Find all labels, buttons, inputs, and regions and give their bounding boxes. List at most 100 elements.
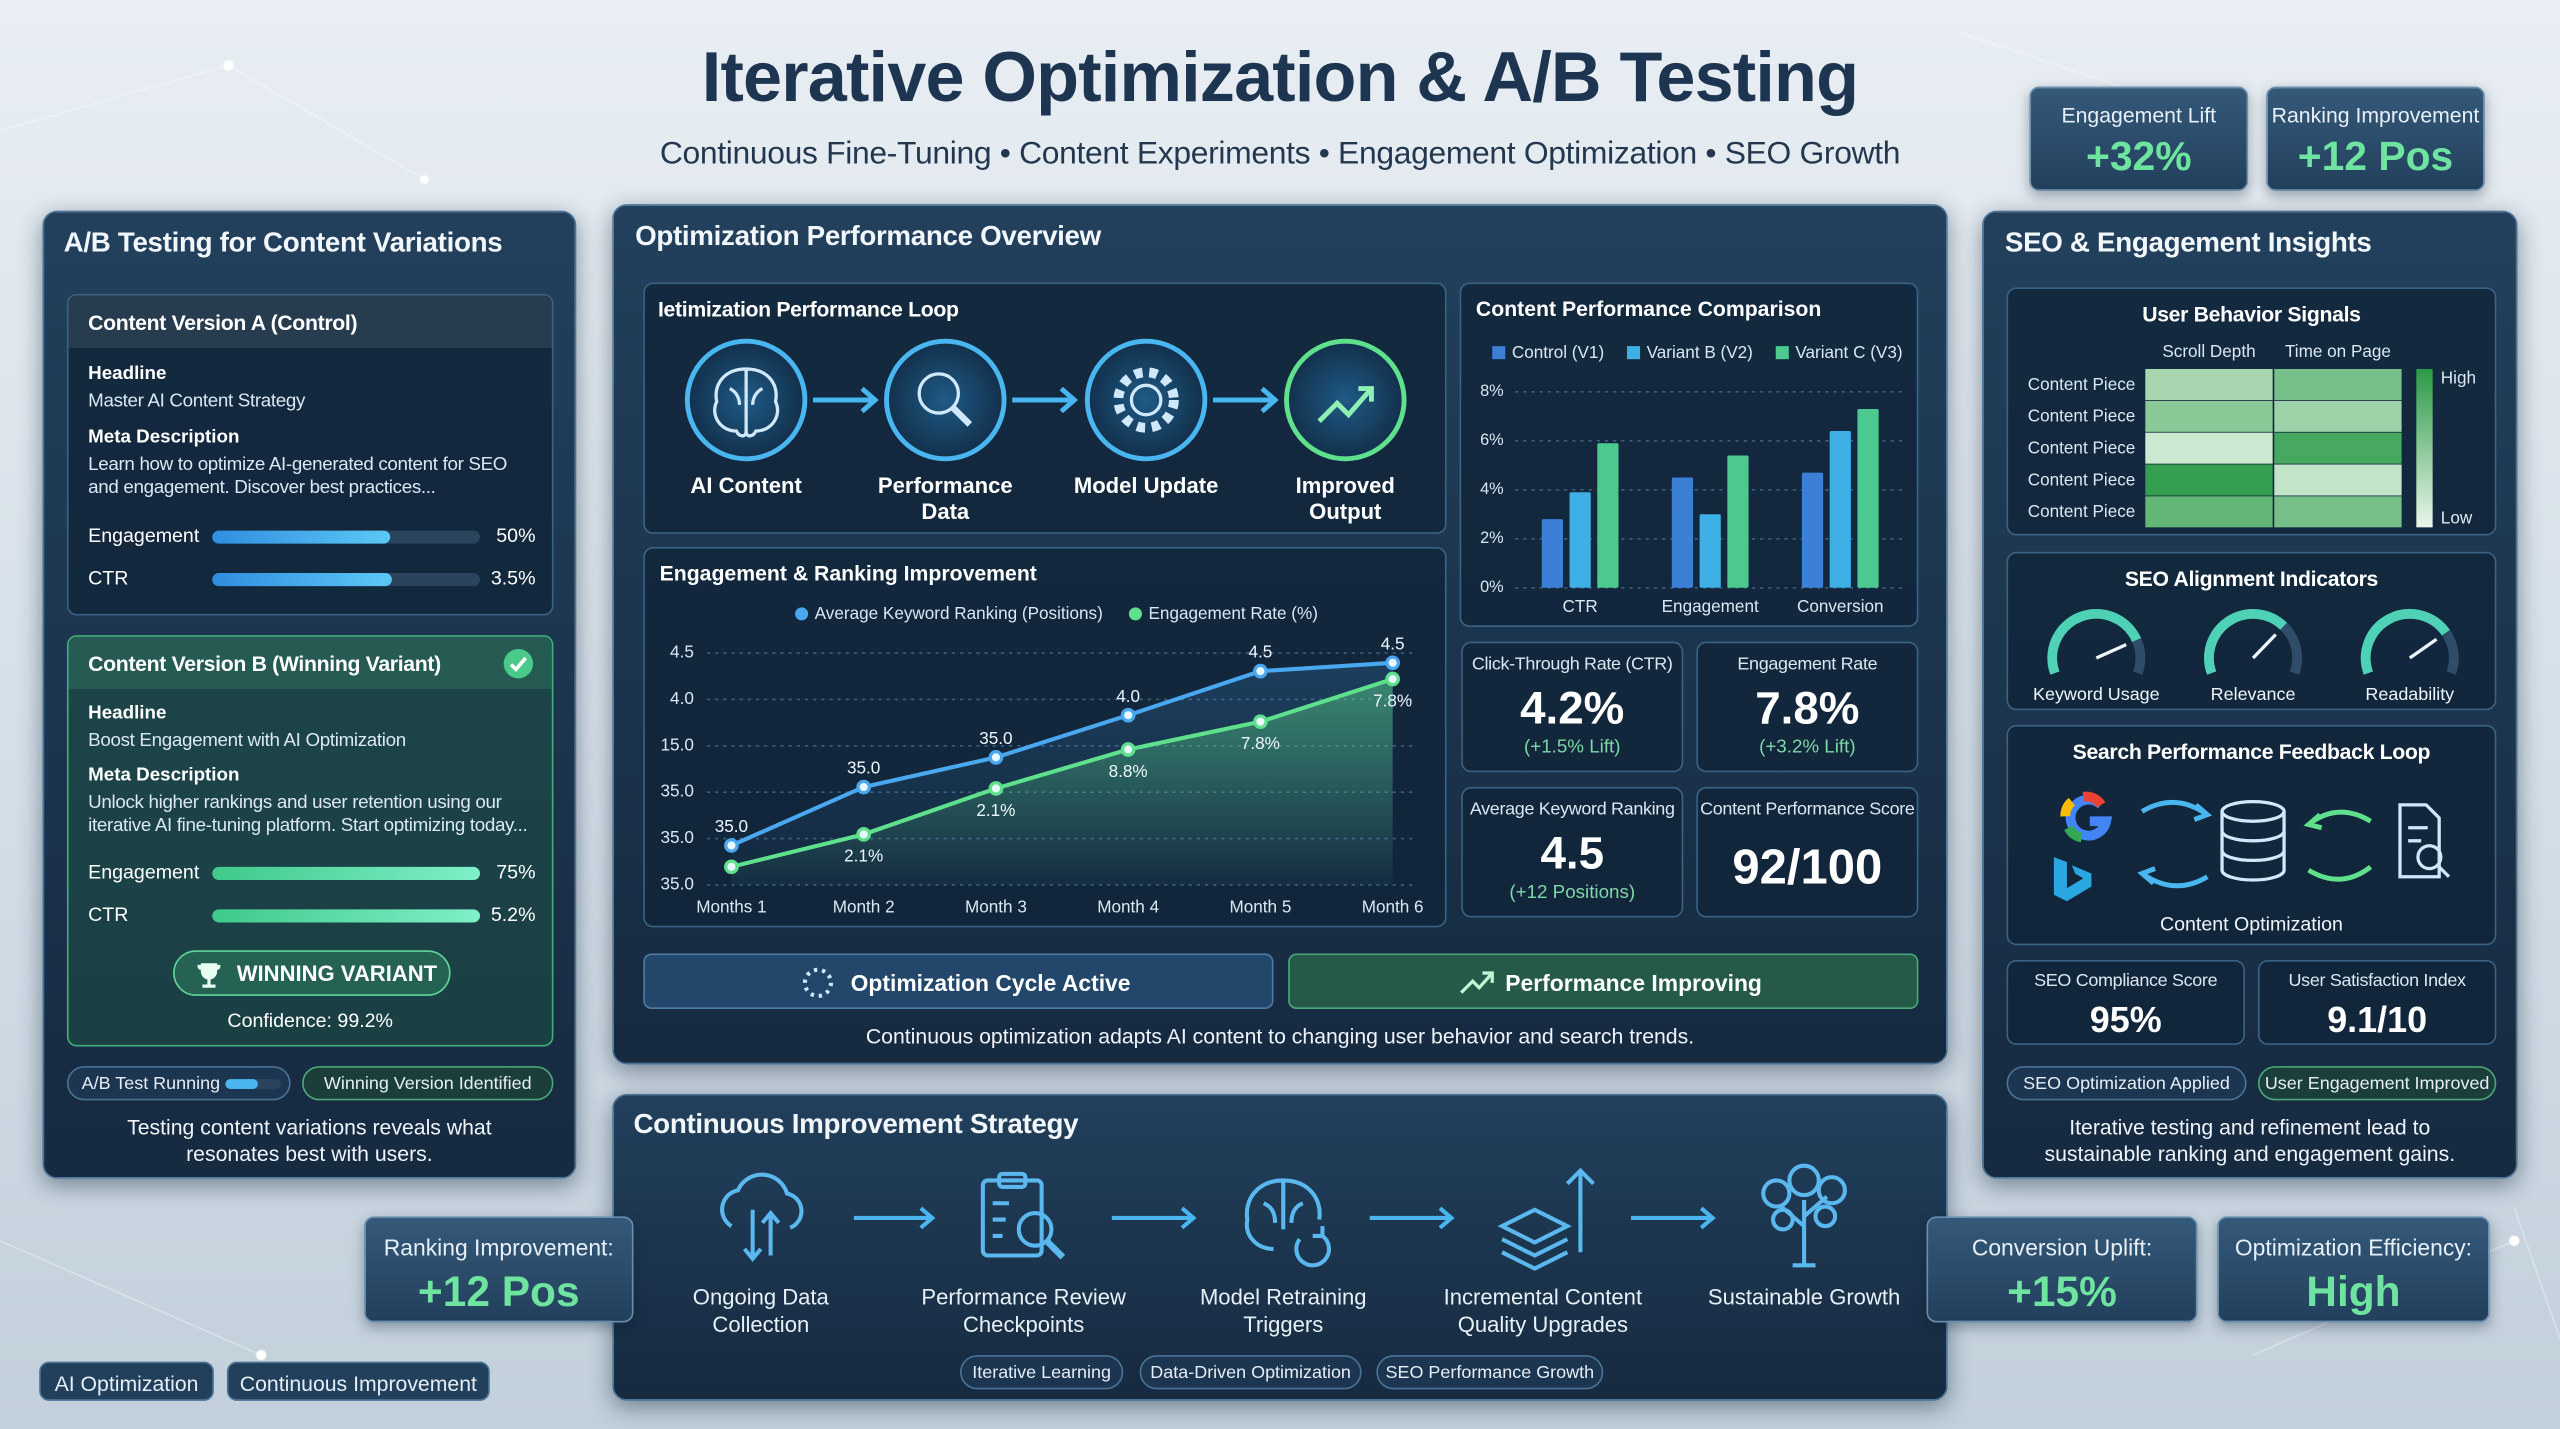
point [1385,671,1400,687]
status-bar: Performance Improving [1288,953,1919,1009]
circle [1284,338,1407,462]
rect [997,1171,1028,1189]
panel-title: Optimization Performance Overview [635,220,1101,252]
metric-label: 3.5% [490,566,536,590]
alignment-card: SEO Alignment Indicators Keyword Usage Re… [2006,551,2497,711]
bottom-stat: Optimization Efficiency: High [2217,1216,2490,1323]
strategy-step: Ongoing Data Collection [692,1284,829,1338]
x-tick-label: Month 6 [1362,896,1424,916]
path [2140,799,2213,822]
rect [980,1178,1044,1258]
point [1253,663,1268,679]
row-label: Content Piece [2028,374,2136,394]
version-header [68,295,552,348]
status-pill: Winning Version Identified [302,1066,554,1101]
trophy-icon [197,963,221,988]
path [2398,803,2441,879]
status-pill: A/B Test Running [66,1066,291,1101]
path [2307,864,2373,882]
data-label: 35.0 [715,816,748,836]
row-label: Content Piece [2028,438,2136,458]
stat-note: (+3.2% Lift) [1759,737,1856,758]
g [2137,799,2373,889]
bar [1829,431,1851,588]
metric-name: CTR [88,902,129,926]
legend-swatch [1627,346,1641,360]
data-label: 4.5 [1381,633,1405,653]
data-label: 8.8% [1109,761,1148,781]
metric-label: 5.2% [490,902,536,926]
footer-tag: AI Optimization [39,1361,214,1401]
gauge-label: Readability [2365,684,2454,704]
data-label: 4.0 [1116,686,1140,706]
path [2137,866,2209,889]
bottom-stat: Ranking Improvement: +12 Pos [364,1216,634,1323]
stat-note: (+1.5% Lift) [1523,737,1621,758]
legend-label: Average Keyword Ranking (Positions) [815,603,1103,623]
g [853,1206,1716,1230]
bar [1597,443,1619,588]
heatmap: Scroll Depth Time on Page Content Piece Con… [2028,341,2476,528]
bar [1541,519,1563,588]
path [720,1172,804,1230]
path [2303,809,2372,831]
stat-card: Engagement Rate 7.8% (+3.2% Lift) [1696,641,1919,773]
stat-value: +12 Pos [417,1266,580,1316]
heat-cell [2274,400,2402,432]
path [1294,1226,1331,1268]
behavior-card: User Behavior Signals Scroll Depth Time o… [2006,287,2497,536]
path [1012,386,1079,414]
line [0,64,229,132]
legend-swatch [1775,346,1789,360]
x-tick-label: Month 3 [965,896,1027,916]
line-chart: Engagement & Ranking Improvement Average … [660,562,1424,916]
circle [255,1349,267,1361]
card-title: Search Performance Feedback Loop [2072,739,2431,765]
bar [1801,472,1824,588]
circle [1816,1175,1847,1206]
stat-label: Conversion Uplift: [1971,1234,2153,1261]
pill-bar [225,1079,281,1089]
point [856,779,872,795]
circle [419,174,430,185]
y-tick-label: 35.0 [661,827,694,847]
headline: Boost Engagement with AI Optimization [88,731,406,752]
stat-value: 9.1/10 [2327,999,2428,1040]
line-chart-card: Engagement & Ranking Improvement Average … [643,546,1447,928]
insight-tag: User Engagement Improved [2257,1066,2497,1101]
circle [1129,383,1163,417]
status-text: Optimization Cycle Active [850,969,1131,996]
strategy-diagram [720,1163,1847,1271]
path [742,1209,781,1262]
g [2060,791,2113,843]
metric-name: Engagement [88,524,200,547]
path [813,386,879,414]
path [2436,864,2451,878]
stat-value: +12 Pos [2297,133,2454,180]
legend-label: Engagement Rate (%) [1149,603,1318,623]
point [724,859,739,875]
insights-panel: SEO & Engagement Insights User Behavior … [1982,210,2518,1179]
gauge-arc [2047,609,2142,675]
loop-step: Model Update [1073,473,1219,498]
path [1631,1206,1716,1230]
path [509,656,528,673]
meta-label: Meta Description [88,765,240,786]
page-subtitle: Continuous Fine-Tuning • Content Experim… [659,135,1901,172]
x-tick-label: Month 2 [833,896,895,916]
stat-label: Ranking Improvement [2271,102,2480,128]
gauge-needle [2251,633,2277,660]
stat-label: SEO Compliance Score [2034,971,2218,992]
stat-value: High [2306,1266,2401,1316]
x-tick-label: Conversion [1797,596,1884,616]
ellipse [2220,799,2286,823]
loop-step: Improved Output [1295,473,1395,525]
card-title: User Behavior Signals [2142,302,2361,327]
bar [1569,492,1591,588]
loop-card: Ietimization Performance Loop AI Content… [643,282,1447,534]
metric-track [212,866,480,880]
feedback-card: Search Performance Feedback Loop Content… [2006,724,2497,946]
metric-bar [212,866,480,880]
path [1317,386,1374,423]
